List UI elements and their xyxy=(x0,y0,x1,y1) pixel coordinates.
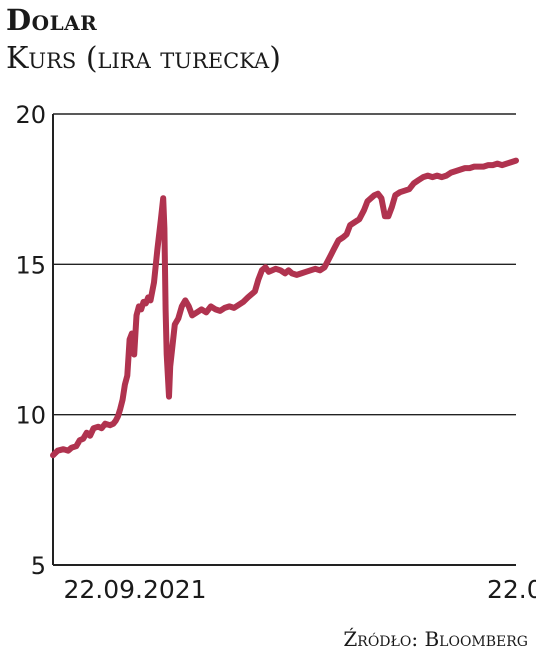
y-axis-ticks: 5 10 15 20 xyxy=(15,101,46,580)
grid-lines xyxy=(53,113,516,566)
series-line-1 xyxy=(50,157,519,459)
y-tick-label-20: 20 xyxy=(15,101,46,129)
x-tick-label-1: 22.09.2021 xyxy=(63,575,206,604)
chart-title: Dolar xyxy=(6,3,98,37)
chart-subtitle: Kurs (lira turecka) xyxy=(6,41,281,76)
y-tick-label-5: 5 xyxy=(31,552,46,580)
y-tick-label-15: 15 xyxy=(15,251,46,279)
series-group xyxy=(50,157,519,459)
source-note: Źródło: Bloomberg xyxy=(343,627,528,651)
y-tick-label-10: 10 xyxy=(15,402,46,430)
